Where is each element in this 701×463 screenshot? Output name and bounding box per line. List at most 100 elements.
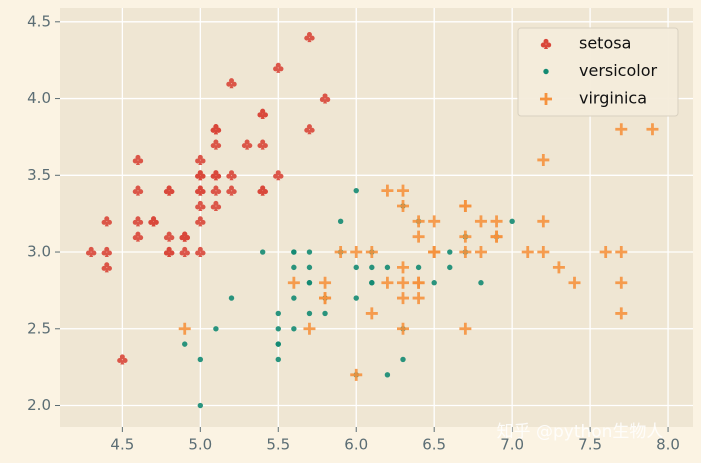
club-lobe [229, 185, 235, 191]
club-lobe [260, 139, 266, 145]
club-lobe [132, 219, 138, 225]
club-marker [195, 246, 206, 258]
club-lobe [309, 127, 315, 133]
club-marker [257, 108, 268, 119]
plus-marker [381, 184, 394, 197]
circle-marker [384, 264, 391, 271]
club-lobe [138, 219, 144, 225]
plus-marker [397, 199, 410, 212]
club-lobe [163, 235, 169, 241]
club-stem [260, 113, 265, 119]
circle-marker [275, 341, 281, 347]
plus-marker [459, 230, 472, 243]
watermark: 知乎 @python生物人 [497, 422, 664, 442]
club-marker [163, 231, 175, 242]
club-lobe [200, 173, 206, 179]
circle-marker [353, 264, 359, 271]
circle-marker [291, 326, 297, 332]
club-lobe [260, 185, 266, 191]
plus-marker [459, 246, 472, 259]
circle-marker [182, 341, 188, 347]
club-lobe [306, 32, 312, 38]
circle-marker [275, 356, 281, 363]
club-lobe [195, 173, 201, 179]
y-tick-label: 4.0 [27, 89, 51, 107]
club-lobe [278, 173, 284, 179]
club-lobe [195, 204, 201, 210]
club-lobe [229, 78, 235, 84]
circle-marker [337, 218, 344, 225]
club-lobe [138, 235, 144, 241]
club-marker [101, 262, 112, 273]
club-marker [195, 216, 206, 227]
club-stem [104, 252, 109, 258]
plus-marker [490, 215, 503, 228]
circle-marker [415, 264, 422, 271]
club-lobe [226, 173, 232, 179]
club-lobe [153, 219, 159, 225]
club-marker [132, 231, 144, 242]
plus-marker [412, 292, 425, 305]
club-lobe [309, 35, 315, 41]
plus-marker [490, 230, 503, 243]
plus-marker [365, 307, 378, 320]
club-lobe [231, 81, 237, 87]
club-stem [260, 190, 265, 196]
plus-marker [474, 246, 487, 259]
plus-marker [540, 93, 552, 105]
club-marker [179, 231, 190, 242]
club-lobe [104, 246, 110, 252]
club-stem [135, 159, 140, 165]
circle-marker [291, 295, 297, 301]
club-lobe [262, 112, 268, 118]
circle-marker [447, 264, 453, 271]
club-stem [89, 252, 94, 258]
club-lobe [216, 189, 222, 195]
circle-marker [369, 264, 375, 271]
club-lobe [257, 112, 263, 118]
club-stem [213, 129, 218, 135]
club-lobe [210, 143, 216, 149]
circle-marker [400, 356, 406, 363]
plus-marker [334, 246, 347, 259]
club-lobe [132, 235, 138, 241]
club-lobe [244, 139, 250, 145]
plus-marker [381, 276, 394, 289]
club-lobe [275, 170, 281, 176]
club-lobe [273, 173, 279, 179]
club-stem [213, 175, 218, 181]
club-lobe [163, 189, 169, 195]
circle-marker [197, 356, 204, 363]
club-stem [276, 175, 281, 181]
club-lobe [117, 357, 123, 363]
club-lobe [200, 250, 206, 256]
club-lobe [169, 189, 175, 195]
club-marker [304, 32, 315, 43]
club-lobe [91, 250, 97, 256]
club-lobe [540, 42, 546, 48]
club-marker [210, 185, 222, 196]
plus-marker [459, 199, 472, 212]
club-lobe [135, 154, 141, 160]
club-marker [195, 185, 206, 196]
club-stem [135, 221, 140, 227]
circle-marker [353, 295, 359, 301]
club-lobe [106, 219, 112, 225]
club-lobe [213, 124, 219, 130]
club-lobe [135, 216, 141, 222]
circle-marker [447, 249, 453, 255]
club-stem [307, 129, 312, 135]
club-stem [260, 144, 265, 150]
club-lobe [231, 173, 237, 179]
plus-marker [459, 322, 472, 335]
club-stem [120, 359, 125, 365]
club-marker [226, 78, 237, 89]
x-tick-label: 6.5 [422, 436, 446, 454]
club-marker [132, 216, 144, 227]
club-lobe [151, 216, 157, 222]
club-lobe [104, 262, 110, 268]
club-lobe [213, 200, 219, 206]
club-lobe [543, 38, 549, 44]
circle-marker [213, 326, 219, 332]
club-lobe [166, 231, 172, 237]
